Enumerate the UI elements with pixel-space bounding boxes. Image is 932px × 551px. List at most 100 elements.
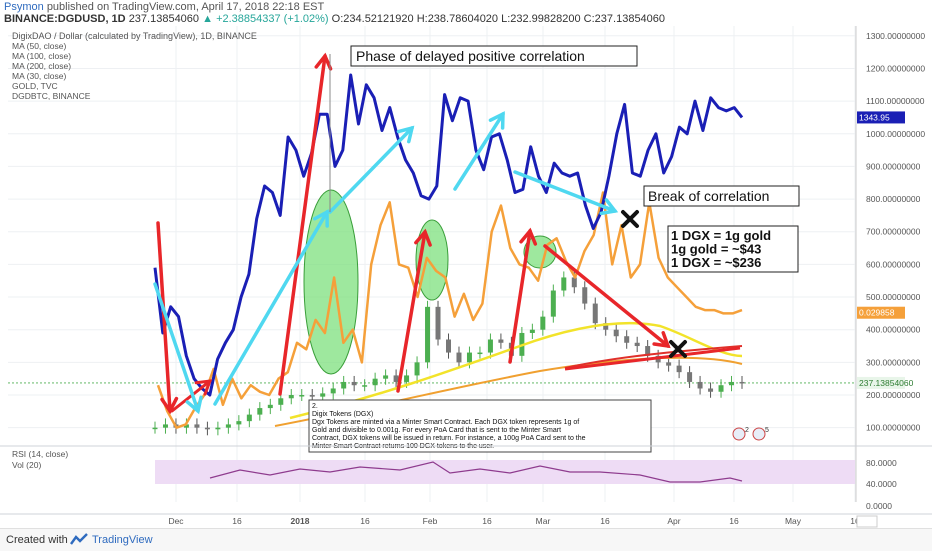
candle-body <box>236 421 242 425</box>
candle-body <box>540 316 546 330</box>
x-tick-label: 16 <box>600 516 610 526</box>
candle-body <box>624 336 630 343</box>
cyan-arrow-2-head <box>312 209 329 228</box>
phase-box <box>350 45 638 67</box>
candle-body <box>341 381 347 389</box>
candle-body <box>362 385 368 387</box>
red-arrow-decline-head <box>652 331 671 349</box>
rsi-tick-label: 40.0000 <box>866 479 897 489</box>
candle-body <box>351 381 357 386</box>
candle-body <box>582 287 588 304</box>
red-arrow-decline <box>543 244 670 348</box>
red-arrow-up-1-head <box>194 379 213 396</box>
candle-body <box>446 339 451 353</box>
x-tick-label: 2018 <box>291 516 310 526</box>
gold-price-tag-bg <box>857 111 905 124</box>
cyan-arrow-4-head <box>488 111 505 130</box>
y-tick-label: 200.00000000 <box>866 390 921 400</box>
rsi-panel: RSI (14, close)Vol (20) 80.0000 40.0000 0.0… <box>0 445 932 511</box>
candle-body <box>372 378 378 386</box>
red-arrow-drop-1 <box>156 221 172 413</box>
time-axis[interactable]: Dec 16 2018 16 Feb 16 Mar 16 Apr 16 May 16 <box>0 513 932 528</box>
x-tick-label: Mar <box>536 516 551 526</box>
event-flag-icon <box>732 427 746 441</box>
candle-body <box>634 342 640 347</box>
ohlc-values: O:234.52121920 H:238.78604020 L:232.9982… <box>331 13 666 25</box>
legend-item: DGDBTC, BINANCE <box>12 91 91 101</box>
event-badge-count: 5 <box>765 427 769 434</box>
red-arrow-up-1 <box>170 379 212 413</box>
dgdbtc-price-tag: 0.029858 <box>859 308 895 318</box>
red-arrow-rise-1 <box>278 54 327 396</box>
candle-body <box>267 404 273 409</box>
break-x-marker-1 <box>621 210 639 228</box>
candle-body <box>729 381 735 386</box>
cyan-arrow-5-head <box>599 198 619 216</box>
red-arrow-rise-3 <box>508 229 532 364</box>
chart-legend: DigixDAO / Dollar (calculated by Trading… <box>12 31 257 101</box>
author-name[interactable]: Psymon <box>4 1 44 13</box>
last-price: 237.13854060 <box>128 13 200 25</box>
candle-body <box>613 329 619 337</box>
cyan-arrow-3 <box>328 126 414 214</box>
cyan-arrow-1 <box>153 282 200 413</box>
legend-item: MA (50, close) <box>12 41 66 51</box>
candle-body <box>183 424 189 428</box>
candle-body <box>246 414 252 422</box>
price-axis[interactable]: 1300.00000000 1200.00000000 1100.00000000 1… <box>855 26 925 502</box>
y-tick-label: 700.00000000 <box>866 227 921 237</box>
legend-item: DigixDAO / Dollar (calculated by Trading… <box>12 31 257 41</box>
conversion-line: 1g gold = ~$43 <box>671 242 761 257</box>
candle-body <box>204 427 210 430</box>
publish-info: published on TradingView.com, April 17, … <box>46 1 325 13</box>
break-label: Break of correlation <box>648 188 769 204</box>
settings-gear-icon <box>856 515 878 528</box>
y-tick-label: 400.00000000 <box>866 325 921 335</box>
break-box <box>643 185 800 207</box>
conversion-line: 1 DGX = 1g gold <box>671 228 771 243</box>
red-arrow-drop-1-head <box>160 396 179 415</box>
y-tick-label: 1300.00000000 <box>866 31 925 41</box>
gold-line <box>153 73 744 397</box>
price-chart[interactable]: DigixDAO / Dollar (calculated by Trading… <box>0 26 932 528</box>
candle-body <box>487 339 493 353</box>
candle-body <box>404 375 410 382</box>
vol-label: Vol (20) <box>12 460 41 470</box>
candle-body <box>561 277 567 291</box>
chart-header: Psymon published on TradingView.com, Apr… <box>0 0 932 26</box>
symbol-name[interactable]: BINANCE:DGDUSD, 1D <box>4 13 126 25</box>
y-tick-label: 1100.00000000 <box>866 96 925 106</box>
ma-200-line <box>564 345 743 369</box>
candle-body <box>697 381 703 389</box>
candle-body <box>477 352 483 355</box>
price-change: ▲ +2.38854337 (+1.02%) <box>202 13 329 25</box>
note-line: Digix Tokens (DGX) <box>312 411 373 418</box>
tradingview-link[interactable]: TradingView <box>92 534 153 546</box>
candle-body <box>550 290 556 317</box>
candle-body <box>645 346 651 356</box>
y-tick-label: 1200.00000000 <box>866 63 925 73</box>
x-tick-label: Feb <box>423 516 438 526</box>
candle-body <box>393 375 399 382</box>
candle-body <box>456 352 462 363</box>
publish-line: Psymon published on TradingView.com, Apr… <box>4 1 324 13</box>
dgdbtc-price-tag-bg <box>857 306 905 319</box>
ma-50-line <box>289 321 743 420</box>
break-x-marker-2 <box>669 340 687 358</box>
note-line: Contract, DGX tokens will be issued in r… <box>312 435 586 442</box>
x-tick-label: 16 <box>482 516 492 526</box>
red-arrow-rise-2-head <box>414 228 432 247</box>
candle-body <box>739 381 745 384</box>
candle-body <box>718 385 724 392</box>
legend-item: MA (200, close) <box>12 61 71 71</box>
rsi-tick-label: 80.0000 <box>866 458 897 468</box>
candle-body <box>687 372 693 382</box>
legend-item: MA (30, close) <box>12 71 66 81</box>
phase-label: Phase of delayed positive correlation <box>356 48 585 64</box>
note-line: Dgx Tokens are minted via a Minter Smart… <box>312 419 579 426</box>
cyan-arrow-3-head <box>396 125 415 144</box>
candle-body <box>162 424 168 428</box>
rsi-tick-label: 0.0000 <box>866 501 892 511</box>
x-tick-label: 16 <box>232 516 242 526</box>
y-tick-label: 300.00000000 <box>866 357 921 367</box>
